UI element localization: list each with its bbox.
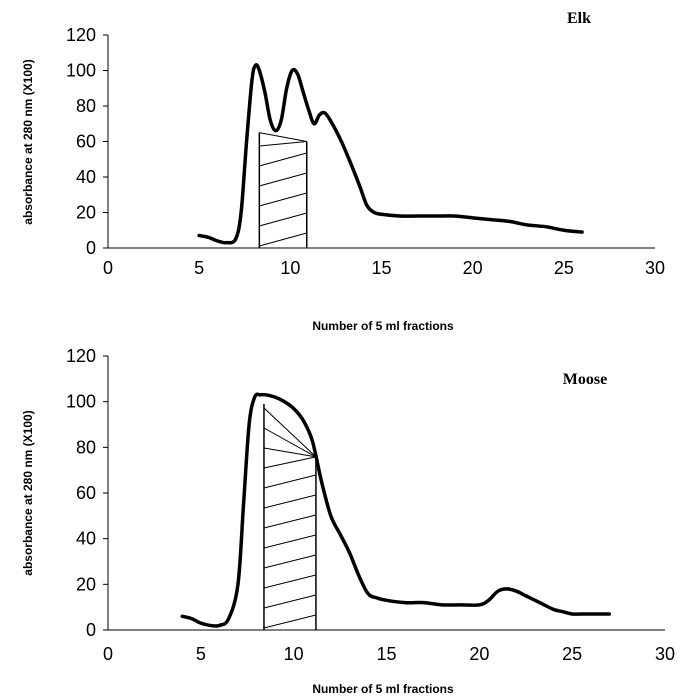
moose-hatch-line — [263, 594, 317, 609]
elk-y-axis-label: absorbance at 280 nm (X100) — [21, 59, 35, 224]
elk-y-tick-label: 20 — [76, 203, 96, 223]
elk-y-tick-label: 120 — [66, 25, 96, 45]
elk-hatch-line — [259, 152, 307, 167]
elk-hatch-line — [259, 141, 307, 147]
moose-hatch-line — [263, 474, 317, 489]
moose-y-tick-label: 80 — [76, 437, 96, 457]
elk-x-tick-label: 20 — [463, 258, 483, 278]
moose-y-tick-label: 40 — [76, 529, 96, 549]
elk-y-tick-label: 100 — [66, 61, 96, 81]
elk-x-tick-label: 25 — [554, 258, 574, 278]
moose-shaded-region — [263, 403, 317, 630]
moose-x-tick-label: 15 — [376, 644, 396, 664]
moose-x-tick-label: 30 — [655, 644, 675, 664]
moose-hatch-line — [263, 456, 317, 469]
moose-hatch-line — [263, 614, 317, 629]
moose-hatch-line — [263, 447, 317, 458]
elk-shaded-region — [258, 132, 308, 248]
elk-y-tick-label: 40 — [76, 167, 96, 187]
elk-x-tick-label: 5 — [194, 258, 204, 278]
moose-hatch-line — [263, 427, 317, 458]
moose-x-tick-label: 25 — [562, 644, 582, 664]
moose-y-tick-label: 100 — [66, 392, 96, 412]
moose-x-tick-label: 0 — [103, 644, 113, 664]
elk-shade-top-edge — [259, 132, 307, 142]
elk-x-tick-label: 10 — [280, 258, 300, 278]
moose-hatch-line — [263, 494, 317, 509]
moose-y-tick-label: 60 — [76, 483, 96, 503]
elk-y-tick-label: 60 — [76, 132, 96, 152]
moose-hatch-line — [263, 554, 317, 569]
elk-y-tick-label: 80 — [76, 96, 96, 116]
moose-chart: 0 20 40 60 80 100 120 0 5 10 15 20 25 30 Number of 5 m… — [21, 346, 675, 696]
elk-x-tick-label: 30 — [645, 258, 665, 278]
elk-y-tick-label: 0 — [86, 238, 96, 258]
moose-y-tick-label: 20 — [76, 574, 96, 594]
elk-hatch-line — [259, 232, 307, 247]
moose-hatch-line — [263, 514, 317, 529]
elk-chart-title: Elk — [567, 10, 591, 27]
elk-x-tick-label: 15 — [371, 258, 391, 278]
moose-x-axis-label: Number of 5 ml fractions — [312, 682, 454, 696]
elk-x-axis-label: Number of 5 ml fractions — [312, 319, 454, 333]
elk-hatch-line — [259, 212, 307, 227]
moose-y-tick-label: 120 — [66, 346, 96, 366]
moose-hatch-line — [263, 534, 317, 549]
moose-x-tick-label: 5 — [196, 644, 206, 664]
elk-chart: 0 20 40 60 80 100 120 0 5 10 15 20 25 30 Number of 5 m… — [21, 10, 665, 333]
moose-x-tick-label: 20 — [469, 644, 489, 664]
moose-y-axis-label: absorbance at 280 nm (X100) — [21, 410, 35, 575]
moose-hatch-line — [263, 574, 317, 589]
elk-hatch-line — [259, 192, 307, 207]
moose-absorbance-line — [180, 392, 612, 628]
moose-hatch-line — [263, 407, 317, 458]
moose-chart-title: Moose — [563, 371, 607, 388]
elk-absorbance-line — [197, 63, 584, 245]
moose-y-tick-label: 0 — [86, 620, 96, 640]
elk-x-tick-label: 0 — [103, 258, 113, 278]
moose-x-tick-label: 10 — [284, 644, 304, 664]
elk-hatch-line — [259, 172, 307, 187]
